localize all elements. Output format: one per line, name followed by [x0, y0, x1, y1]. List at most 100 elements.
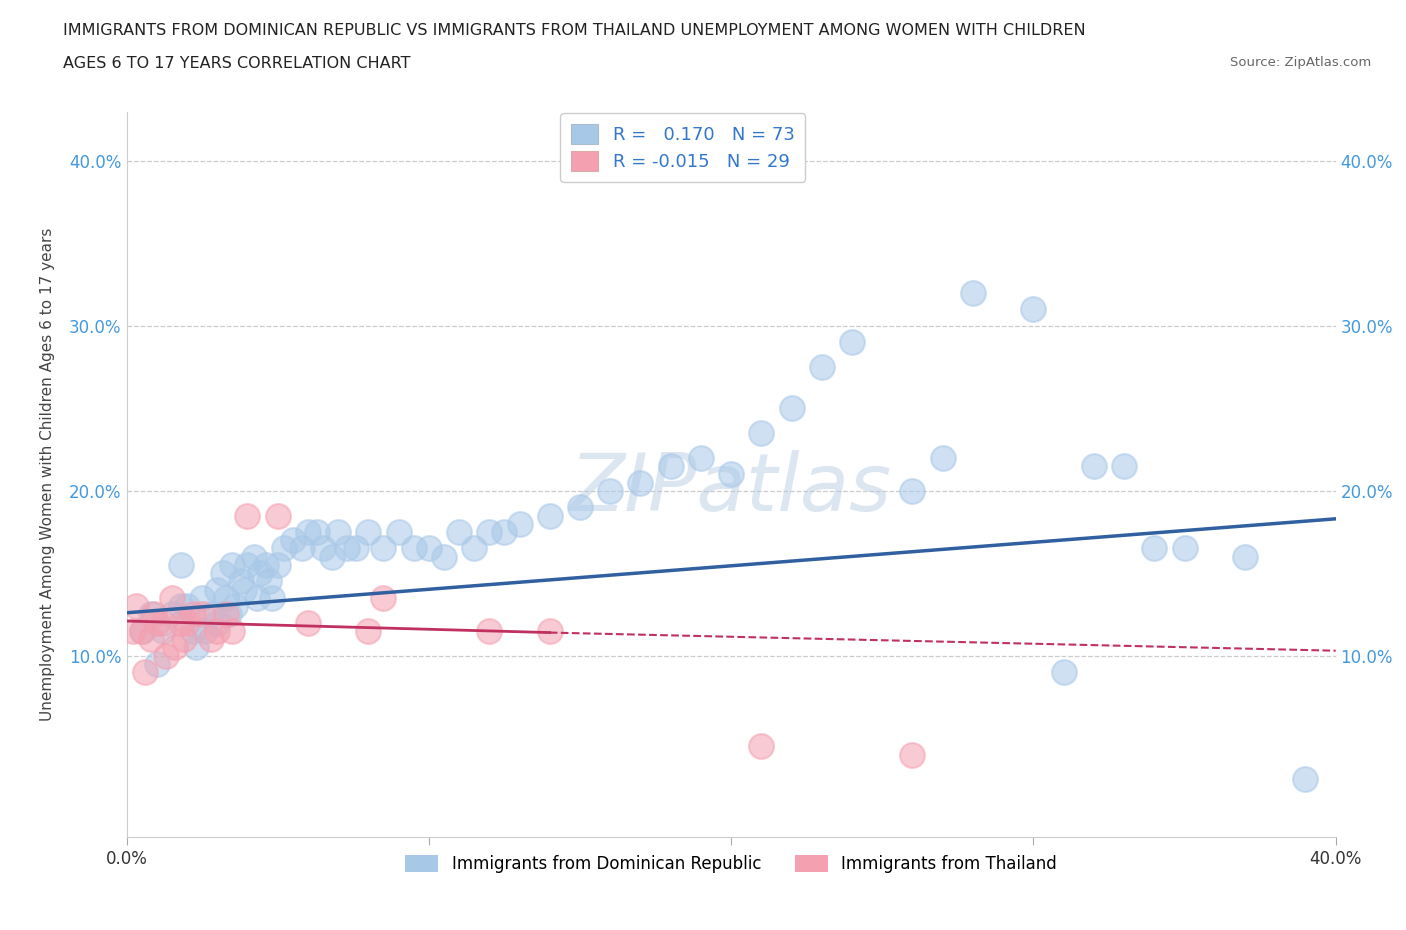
Point [478, 623, 501, 638]
Point [388, 525, 411, 539]
Point [181, 623, 204, 638]
Point [152, 616, 174, 631]
Point [720, 467, 742, 482]
Point [215, 591, 238, 605]
Point [131, 623, 153, 638]
Point [447, 525, 470, 539]
Point [160, 607, 183, 622]
Point [170, 558, 193, 573]
Point [146, 657, 169, 671]
Point [215, 607, 238, 622]
Point [599, 484, 621, 498]
Point [932, 450, 955, 465]
Point [326, 525, 350, 539]
Point [463, 541, 485, 556]
Point [181, 607, 204, 622]
Point [221, 623, 243, 638]
Point [305, 525, 328, 539]
Point [810, 360, 832, 375]
Point [170, 616, 193, 631]
Point [176, 616, 198, 631]
Point [357, 525, 380, 539]
Point [242, 550, 264, 565]
Point [373, 591, 395, 605]
Point [344, 541, 367, 556]
Point [321, 550, 343, 565]
Point [254, 558, 277, 573]
Legend: Immigrants from Dominican Republic, Immigrants from Thailand: Immigrants from Dominican Republic, Immi… [398, 848, 1064, 880]
Point [121, 623, 143, 638]
Point [131, 623, 153, 638]
Point [373, 541, 395, 556]
Point [780, 401, 803, 416]
Point [312, 541, 335, 556]
Point [1173, 541, 1195, 556]
Point [357, 623, 380, 638]
Point [901, 747, 924, 762]
Point [1143, 541, 1166, 556]
Point [1022, 302, 1045, 317]
Point [124, 599, 146, 614]
Point [184, 640, 207, 655]
Point [191, 607, 214, 622]
Point [173, 631, 195, 646]
Point [205, 582, 228, 597]
Point [224, 599, 246, 614]
Point [538, 508, 561, 523]
Point [245, 591, 267, 605]
Point [1083, 458, 1105, 473]
Point [509, 516, 531, 531]
Point [291, 541, 314, 556]
Point [901, 484, 924, 498]
Point [297, 525, 319, 539]
Point [1114, 458, 1136, 473]
Text: ZIPatlas: ZIPatlas [569, 450, 893, 528]
Text: Source: ZipAtlas.com: Source: ZipAtlas.com [1230, 56, 1371, 69]
Point [139, 631, 162, 646]
Point [478, 525, 501, 539]
Point [170, 599, 193, 614]
Point [273, 541, 295, 556]
Point [433, 550, 456, 565]
Point [962, 286, 984, 300]
Point [205, 623, 228, 638]
Point [659, 458, 682, 473]
Point [191, 591, 214, 605]
Point [212, 565, 235, 580]
Point [751, 426, 773, 441]
Point [176, 599, 198, 614]
Point [160, 591, 183, 605]
Point [538, 623, 561, 638]
Point [1053, 665, 1076, 680]
Point [418, 541, 440, 556]
Point [260, 591, 283, 605]
Y-axis label: Unemployment Among Women with Children Ages 6 to 17 years: Unemployment Among Women with Children A… [41, 228, 55, 721]
Point [402, 541, 425, 556]
Point [1294, 772, 1316, 787]
Point [1234, 550, 1257, 565]
Point [267, 558, 290, 573]
Point [233, 582, 256, 597]
Point [336, 541, 359, 556]
Point [218, 607, 240, 622]
Point [236, 558, 259, 573]
Point [200, 607, 222, 622]
Point [841, 335, 863, 350]
Point [568, 499, 592, 514]
Point [231, 574, 253, 589]
Point [194, 623, 217, 638]
Point [163, 640, 186, 655]
Point [200, 631, 222, 646]
Point [751, 738, 773, 753]
Point [134, 665, 156, 680]
Point [152, 623, 174, 638]
Point [494, 525, 516, 539]
Point [205, 616, 228, 631]
Point [249, 565, 271, 580]
Point [281, 533, 304, 548]
Point [689, 450, 711, 465]
Point [267, 508, 290, 523]
Point [146, 616, 169, 631]
Point [221, 558, 243, 573]
Point [630, 475, 652, 490]
